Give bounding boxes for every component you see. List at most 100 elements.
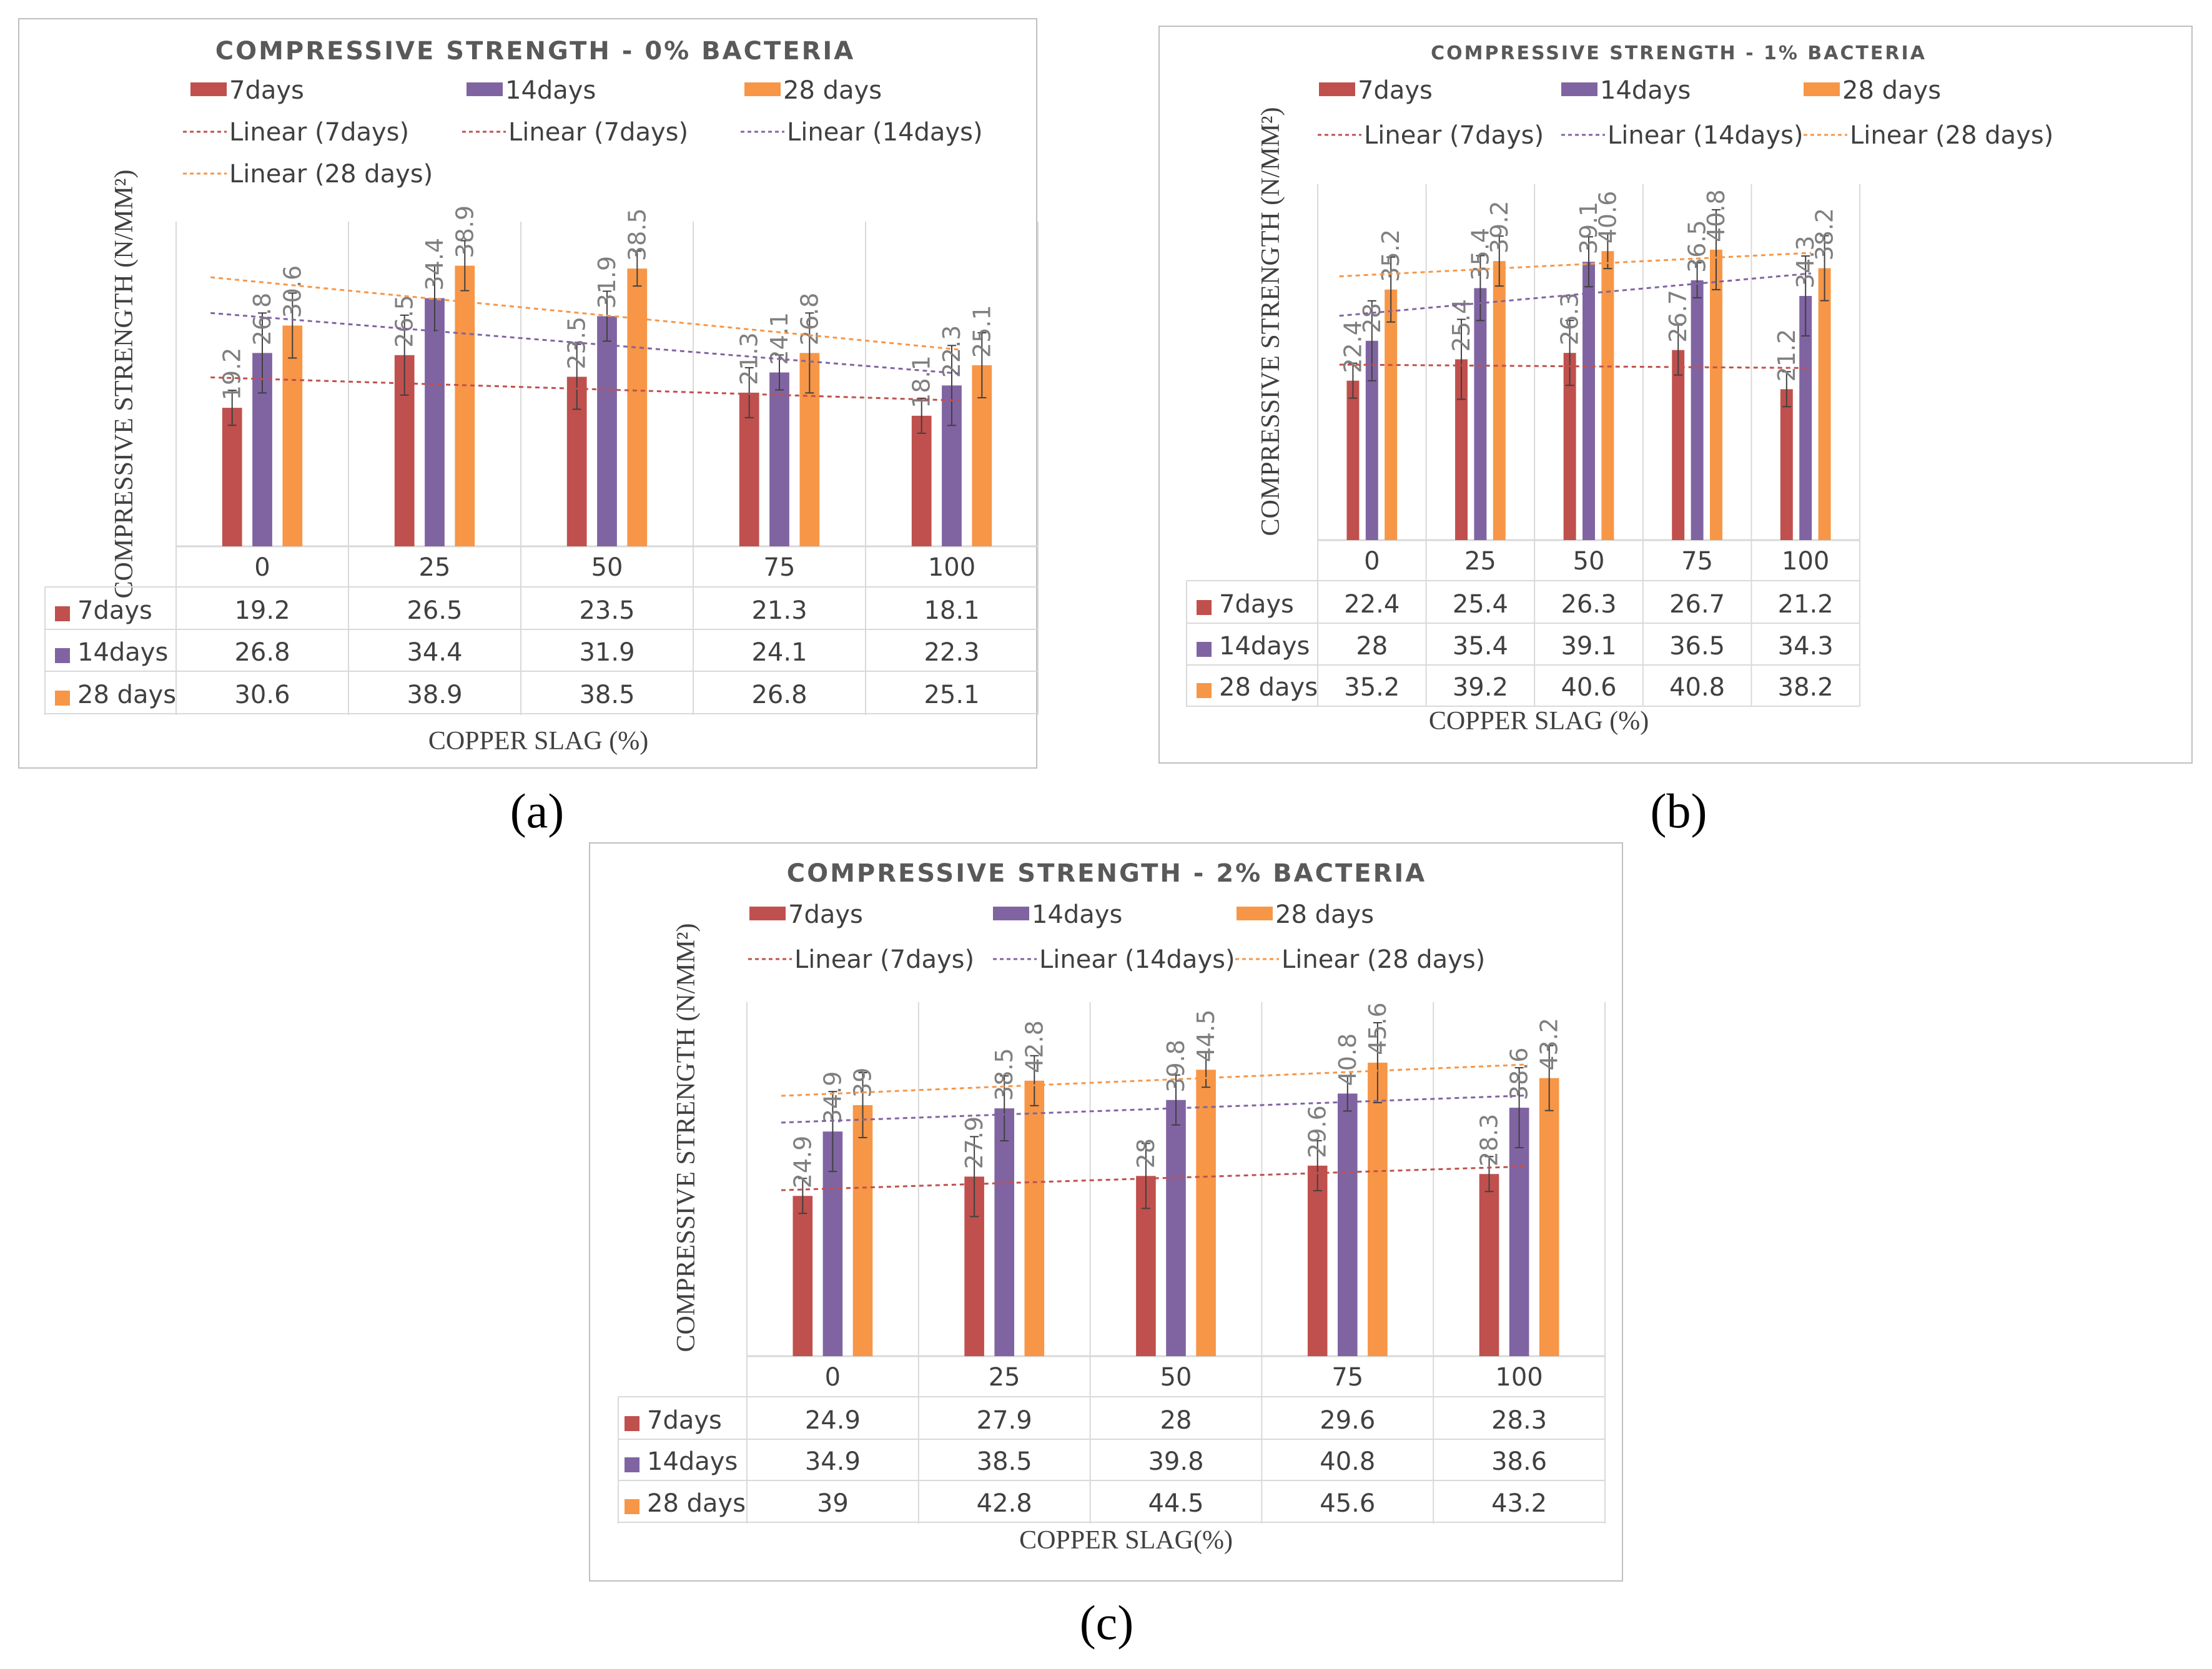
trendline-7days bbox=[781, 1165, 1528, 1191]
data-label: 34.4 bbox=[421, 238, 448, 291]
trendline-14days bbox=[210, 312, 960, 375]
data-label: 42.8 bbox=[1020, 1020, 1048, 1073]
bar-28-days-0 bbox=[1385, 289, 1398, 540]
bar-7days-100 bbox=[1479, 1174, 1499, 1356]
bar-28-days-0 bbox=[852, 1105, 873, 1356]
legend-label: 28 days bbox=[1842, 76, 1941, 105]
x-tick-label: 100 bbox=[928, 553, 975, 582]
table-row-label: 14days bbox=[647, 1447, 738, 1476]
legend-trend-label: Linear (14days) bbox=[787, 118, 983, 147]
table-cell: 28 bbox=[1160, 1406, 1192, 1435]
data-label: 38.6 bbox=[1506, 1047, 1533, 1100]
data-label: 25.1 bbox=[968, 305, 995, 358]
data-label: 45.6 bbox=[1364, 1002, 1391, 1055]
table-cell: 21.2 bbox=[1778, 590, 1834, 619]
legend-trend-label: Linear (28 days) bbox=[1850, 121, 2053, 150]
data-label: 40.6 bbox=[1594, 191, 1621, 244]
chart-panel-1: COMPRESSIVE STRENGTH - 0% BACTERIA COMPRE… bbox=[18, 18, 1039, 769]
bar-14days-50 bbox=[597, 316, 617, 546]
table-cell: 35.4 bbox=[1453, 632, 1508, 661]
bar-7days-100 bbox=[911, 415, 932, 546]
table-cell: 44.5 bbox=[1148, 1489, 1203, 1518]
bar-7days-75 bbox=[1672, 350, 1685, 540]
table-row-swatch bbox=[55, 648, 70, 663]
data-label: 26.5 bbox=[391, 295, 418, 348]
trendline-28-days bbox=[1339, 252, 1811, 278]
bar-28-days-50 bbox=[1601, 251, 1614, 540]
table-cell: 39.8 bbox=[1148, 1447, 1203, 1476]
table-cell: 27.9 bbox=[977, 1406, 1032, 1435]
table-cell: 24.9 bbox=[805, 1406, 861, 1435]
chart-panel-2: COMPRESSIVE STRENGTH - 1% BACTERIA COMPRE… bbox=[1158, 26, 2193, 764]
data-label: 38.5 bbox=[990, 1048, 1018, 1101]
table-cell: 19.2 bbox=[234, 596, 290, 625]
table-cell: 26.3 bbox=[1561, 590, 1616, 619]
table-row-swatch bbox=[55, 606, 70, 621]
table-row-label: 7days bbox=[1219, 590, 1294, 619]
data-label: 34.9 bbox=[819, 1071, 846, 1125]
y-axis-label: COMPRESSIVE STRENGTH (N/MM²) bbox=[1257, 107, 1285, 536]
panel-label: (a) bbox=[510, 784, 565, 838]
table-cell: 26.5 bbox=[407, 596, 462, 625]
legend-swatch-28-days bbox=[744, 82, 781, 96]
bar-28-days-25 bbox=[1493, 261, 1506, 540]
y-axis-label: COMPRESSIVE STRENGTH (N/MM²) bbox=[672, 923, 701, 1352]
table-cell: 22.3 bbox=[924, 638, 979, 667]
bar-28-days-75 bbox=[1709, 249, 1722, 540]
table-cell: 34.9 bbox=[805, 1447, 861, 1476]
data-label: 30.6 bbox=[279, 265, 306, 318]
trendline-28-days bbox=[781, 1063, 1528, 1097]
panel-label: (b) bbox=[1651, 784, 1707, 838]
table-cell: 18.1 bbox=[924, 596, 979, 625]
table-row-label: 28 days bbox=[77, 681, 176, 709]
data-label: 39.2 bbox=[1486, 201, 1513, 254]
legend-swatch-28-days bbox=[1804, 82, 1840, 96]
legend-trend-label: Linear (7days) bbox=[229, 118, 409, 147]
data-label: 28.3 bbox=[1476, 1114, 1503, 1167]
data-label: 26.3 bbox=[1556, 293, 1584, 346]
chart-border bbox=[18, 18, 1037, 769]
bar-28-days-25 bbox=[455, 265, 475, 546]
x-axis-label: COPPER SLAG(%) bbox=[1019, 1526, 1233, 1555]
table-cell: 39.1 bbox=[1561, 632, 1616, 661]
legend-label: 7days bbox=[229, 76, 304, 105]
data-label: 26.8 bbox=[249, 293, 276, 346]
legend-trend-label: Linear (14days) bbox=[1607, 121, 1804, 150]
table-row-label: 28 days bbox=[1219, 673, 1318, 702]
legend-label: 14days bbox=[1032, 900, 1122, 929]
bar-7days-75 bbox=[739, 392, 759, 546]
bar-7days-75 bbox=[1307, 1165, 1328, 1356]
legend-swatch-28-days bbox=[1237, 907, 1273, 920]
data-label: 31.9 bbox=[593, 256, 621, 309]
table-row-swatch bbox=[55, 691, 70, 706]
data-label: 38.5 bbox=[623, 209, 651, 262]
table-row-swatch bbox=[625, 1499, 639, 1514]
bar-14days-100 bbox=[1799, 295, 1812, 540]
bar-7days-0 bbox=[222, 408, 242, 546]
bar-28-days-100 bbox=[1818, 268, 1831, 540]
table-cell: 38.5 bbox=[579, 681, 634, 709]
trendline-7days bbox=[1339, 363, 1811, 369]
data-label: 25.4 bbox=[1448, 299, 1475, 352]
table-row-swatch bbox=[625, 1457, 639, 1472]
bar-28-days-50 bbox=[627, 268, 648, 546]
x-tick-label: 100 bbox=[1495, 1363, 1543, 1392]
table-row-swatch bbox=[1197, 683, 1212, 698]
data-label: 39.8 bbox=[1162, 1040, 1190, 1093]
legend-trend-label: Linear (14days) bbox=[1039, 945, 1235, 974]
table-row-label: 28 days bbox=[647, 1489, 746, 1518]
x-tick-label: 75 bbox=[764, 553, 796, 582]
table-row-label: 14days bbox=[1219, 632, 1310, 661]
data-label: 39.1 bbox=[1575, 202, 1602, 255]
chart-panel-3: COMPRESSIVE STRENGTH - 2% BACTERIA COMPRE… bbox=[589, 842, 1623, 1582]
data-label: 40.8 bbox=[1334, 1033, 1361, 1086]
legend-trend-label: Linear (7days) bbox=[508, 118, 688, 147]
table-row-swatch bbox=[1197, 600, 1212, 615]
x-tick-label: 25 bbox=[419, 553, 451, 582]
table-cell: 24.1 bbox=[751, 638, 807, 667]
data-label: 28 bbox=[1132, 1138, 1160, 1168]
table-cell: 40.6 bbox=[1561, 673, 1616, 702]
data-label: 19.2 bbox=[219, 348, 246, 401]
table-row-label: 7days bbox=[77, 596, 152, 625]
